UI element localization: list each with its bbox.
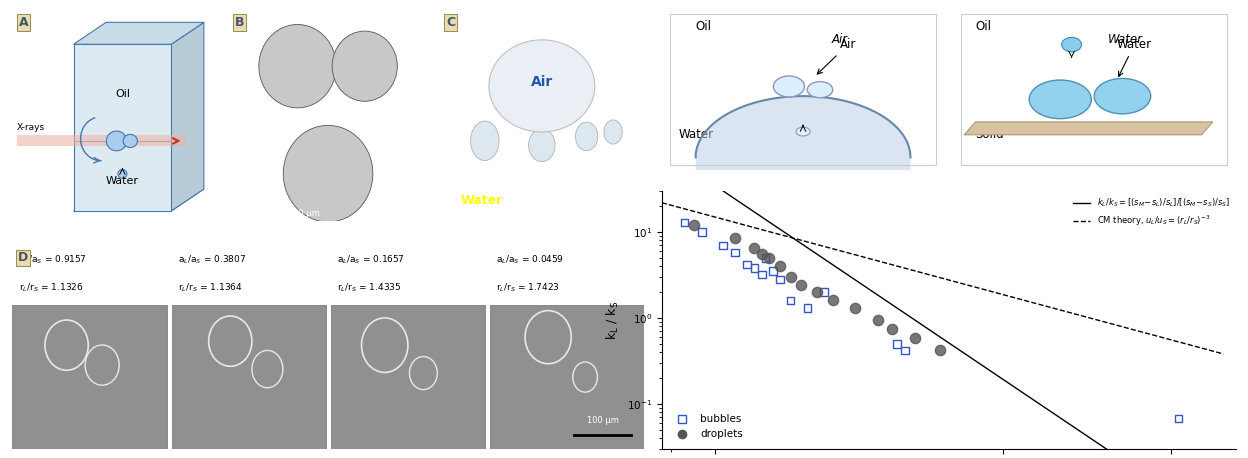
Polygon shape — [74, 44, 171, 211]
Ellipse shape — [529, 129, 555, 162]
Point — [895, 347, 915, 354]
Text: Water: Water — [679, 128, 714, 141]
Ellipse shape — [604, 120, 623, 144]
Legend: bubbles, droplets: bubbles, droplets — [666, 410, 748, 444]
Point — [905, 335, 925, 342]
Text: Oil: Oil — [115, 89, 130, 99]
Point — [930, 347, 950, 354]
Text: 200 μm: 200 μm — [288, 208, 319, 218]
Text: After: After — [238, 123, 262, 133]
Circle shape — [283, 125, 373, 222]
Point — [814, 289, 834, 296]
Point — [797, 305, 817, 312]
Polygon shape — [16, 136, 186, 147]
Point — [781, 297, 801, 304]
Text: Water: Water — [1108, 33, 1143, 46]
Text: a$_L$/a$_S$ = 0.9157: a$_L$/a$_S$ = 0.9157 — [19, 253, 86, 266]
Point — [753, 251, 773, 258]
Point — [759, 254, 779, 262]
Point — [881, 325, 901, 333]
Text: Water: Water — [1117, 38, 1152, 76]
Ellipse shape — [1062, 38, 1082, 52]
Point — [763, 267, 782, 275]
Text: Air: Air — [831, 33, 847, 46]
Ellipse shape — [1094, 78, 1151, 114]
Ellipse shape — [124, 134, 137, 147]
Text: Oil: Oil — [695, 21, 711, 33]
Text: D: D — [17, 251, 27, 264]
Point — [1168, 414, 1188, 422]
Text: r$_L$/r$_S$ = 1.1364: r$_L$/r$_S$ = 1.1364 — [178, 281, 242, 294]
Ellipse shape — [489, 40, 595, 132]
Polygon shape — [695, 96, 911, 170]
Point — [756, 254, 776, 262]
Bar — [12, 305, 167, 449]
Ellipse shape — [575, 122, 598, 151]
Point — [736, 261, 756, 268]
Text: Oil: Oil — [454, 20, 468, 30]
Polygon shape — [74, 22, 203, 44]
Text: r$_L$/r$_S$ = 1.7423: r$_L$/r$_S$ = 1.7423 — [495, 281, 560, 294]
Ellipse shape — [1030, 80, 1091, 119]
Ellipse shape — [807, 82, 832, 98]
Text: C: C — [446, 16, 456, 29]
Text: a$_L$/a$_S$ = 0.3807: a$_L$/a$_S$ = 0.3807 — [178, 253, 246, 266]
Polygon shape — [171, 22, 203, 211]
Polygon shape — [74, 189, 203, 211]
Polygon shape — [965, 122, 1213, 135]
Point — [845, 305, 865, 312]
Point — [745, 245, 765, 252]
Text: Air: Air — [817, 38, 856, 74]
Text: Water: Water — [461, 194, 503, 207]
Text: 300 μm: 300 μm — [522, 207, 554, 215]
Point — [693, 229, 713, 236]
Point — [807, 289, 827, 296]
Text: a$_L$/a$_S$ = 0.0459: a$_L$/a$_S$ = 0.0459 — [495, 253, 564, 266]
Text: Water: Water — [106, 176, 139, 186]
Point — [745, 265, 765, 272]
Text: 100 μm: 100 μm — [587, 416, 619, 425]
Point — [781, 273, 801, 281]
Ellipse shape — [774, 76, 805, 97]
Circle shape — [332, 31, 397, 101]
Ellipse shape — [117, 169, 127, 178]
Text: X-rays: X-rays — [16, 123, 45, 132]
Ellipse shape — [470, 121, 499, 160]
Text: Oil: Oil — [976, 21, 991, 33]
Ellipse shape — [106, 131, 127, 151]
Bar — [331, 305, 485, 449]
Point — [791, 282, 811, 289]
Text: Air: Air — [530, 75, 553, 88]
Point — [770, 276, 790, 284]
Point — [824, 297, 844, 304]
Point — [725, 234, 745, 242]
Point — [770, 262, 790, 270]
Y-axis label: k$_\mathrm{L}$ / k$_\mathrm{S}$: k$_\mathrm{L}$ / k$_\mathrm{S}$ — [605, 300, 622, 339]
Point — [675, 218, 695, 226]
Point — [684, 222, 704, 229]
Point — [867, 316, 887, 324]
Ellipse shape — [796, 127, 810, 136]
Point — [887, 340, 907, 348]
Text: r$_L$/r$_S$ = 1.4335: r$_L$/r$_S$ = 1.4335 — [337, 281, 402, 294]
Text: A: A — [19, 16, 29, 29]
Point — [725, 249, 745, 256]
Text: B: B — [235, 16, 243, 29]
Text: Solid: Solid — [976, 128, 1005, 141]
Text: a$_L$/a$_S$ = 0.1657: a$_L$/a$_S$ = 0.1657 — [337, 253, 404, 266]
Bar — [489, 305, 644, 449]
Text: r$_L$/r$_S$ = 1.1326: r$_L$/r$_S$ = 1.1326 — [19, 281, 84, 294]
Point — [753, 271, 773, 278]
Text: Before: Before — [238, 16, 271, 26]
Circle shape — [258, 25, 336, 108]
Bar — [171, 305, 326, 449]
Point — [713, 242, 733, 249]
